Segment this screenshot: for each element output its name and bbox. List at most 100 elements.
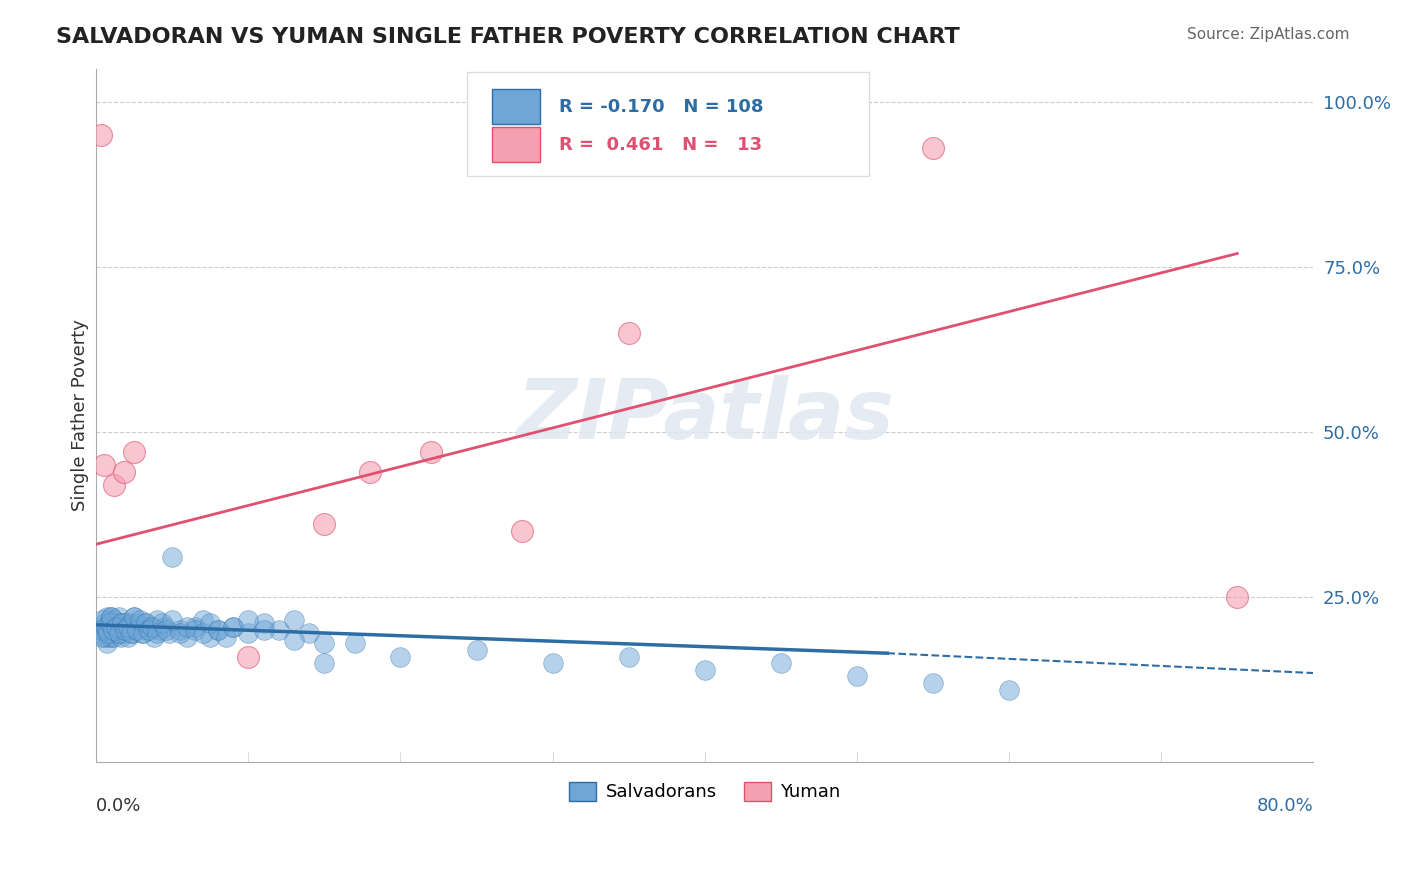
Point: [115, 623, 138, 637]
Point: [103, 477, 125, 491]
Point: [114, 616, 136, 631]
Point: [107, 620, 129, 634]
Point: [541, 656, 564, 670]
Point: [96, 636, 118, 650]
Point: [153, 620, 176, 634]
Point: [91, 613, 114, 627]
Point: [389, 649, 412, 664]
Point: [94, 616, 117, 631]
Point: [146, 613, 169, 627]
Point: [122, 610, 145, 624]
Point: [100, 610, 122, 624]
Point: [108, 610, 131, 624]
Point: [465, 643, 488, 657]
Point: [100, 630, 122, 644]
Text: R = -0.170   N = 108: R = -0.170 N = 108: [558, 97, 763, 116]
Point: [112, 626, 135, 640]
Point: [111, 623, 134, 637]
Point: [617, 326, 640, 340]
Point: [122, 610, 145, 624]
Point: [98, 616, 121, 631]
Point: [107, 626, 129, 640]
Text: R =  0.461   N =   13: R = 0.461 N = 13: [558, 136, 762, 153]
Point: [298, 626, 321, 640]
Point: [100, 623, 122, 637]
Point: [104, 623, 127, 637]
Point: [283, 613, 305, 627]
Point: [118, 620, 141, 634]
Point: [150, 616, 173, 631]
Point: [238, 649, 260, 664]
Point: [120, 616, 142, 631]
Point: [922, 141, 945, 155]
Point: [100, 610, 122, 624]
Point: [90, 128, 112, 142]
Point: [214, 630, 236, 644]
Point: [97, 623, 120, 637]
Point: [91, 630, 114, 644]
Point: [283, 632, 305, 647]
Point: [96, 623, 118, 637]
Point: [143, 630, 166, 644]
Point: [131, 626, 153, 640]
Point: [845, 669, 868, 683]
Point: [155, 623, 177, 637]
Point: [96, 610, 118, 624]
Point: [314, 517, 336, 532]
FancyBboxPatch shape: [492, 89, 540, 124]
Point: [93, 623, 115, 637]
Point: [132, 626, 155, 640]
Point: [191, 626, 214, 640]
Point: [998, 682, 1021, 697]
Point: [103, 623, 125, 637]
Point: [136, 623, 159, 637]
Point: [125, 623, 148, 637]
Point: [97, 626, 120, 640]
Point: [510, 524, 533, 538]
Point: [129, 613, 152, 627]
Point: [141, 620, 163, 634]
Point: [122, 444, 145, 458]
Point: [146, 626, 169, 640]
Point: [108, 626, 131, 640]
Point: [343, 636, 366, 650]
Point: [149, 623, 172, 637]
Point: [207, 623, 229, 637]
FancyBboxPatch shape: [492, 128, 540, 162]
Point: [110, 630, 132, 644]
Point: [419, 444, 441, 458]
Point: [93, 458, 115, 472]
Point: [169, 626, 191, 640]
Point: [101, 623, 124, 637]
Point: [108, 623, 131, 637]
Point: [110, 616, 132, 631]
Point: [138, 623, 160, 637]
Point: [120, 626, 142, 640]
Point: [135, 616, 157, 631]
Point: [252, 616, 274, 631]
Text: 0.0%: 0.0%: [96, 797, 142, 815]
Point: [252, 623, 274, 637]
Point: [176, 630, 198, 644]
Point: [104, 620, 127, 634]
Point: [121, 626, 143, 640]
Text: 80.0%: 80.0%: [1257, 797, 1313, 815]
Point: [139, 620, 162, 634]
Point: [111, 616, 134, 631]
Point: [238, 613, 260, 627]
Point: [184, 620, 207, 634]
Point: [112, 465, 135, 479]
Point: [184, 623, 207, 637]
Point: [98, 616, 121, 631]
Point: [103, 630, 125, 644]
Point: [94, 620, 117, 634]
Point: [103, 613, 125, 627]
Point: [127, 623, 149, 637]
Text: SALVADORAN VS YUMAN SINGLE FATHER POVERTY CORRELATION CHART: SALVADORAN VS YUMAN SINGLE FATHER POVERT…: [56, 27, 960, 46]
Point: [114, 623, 136, 637]
Point: [359, 465, 381, 479]
Point: [97, 630, 120, 644]
Point: [200, 616, 222, 631]
Point: [117, 630, 139, 644]
Point: [314, 656, 336, 670]
